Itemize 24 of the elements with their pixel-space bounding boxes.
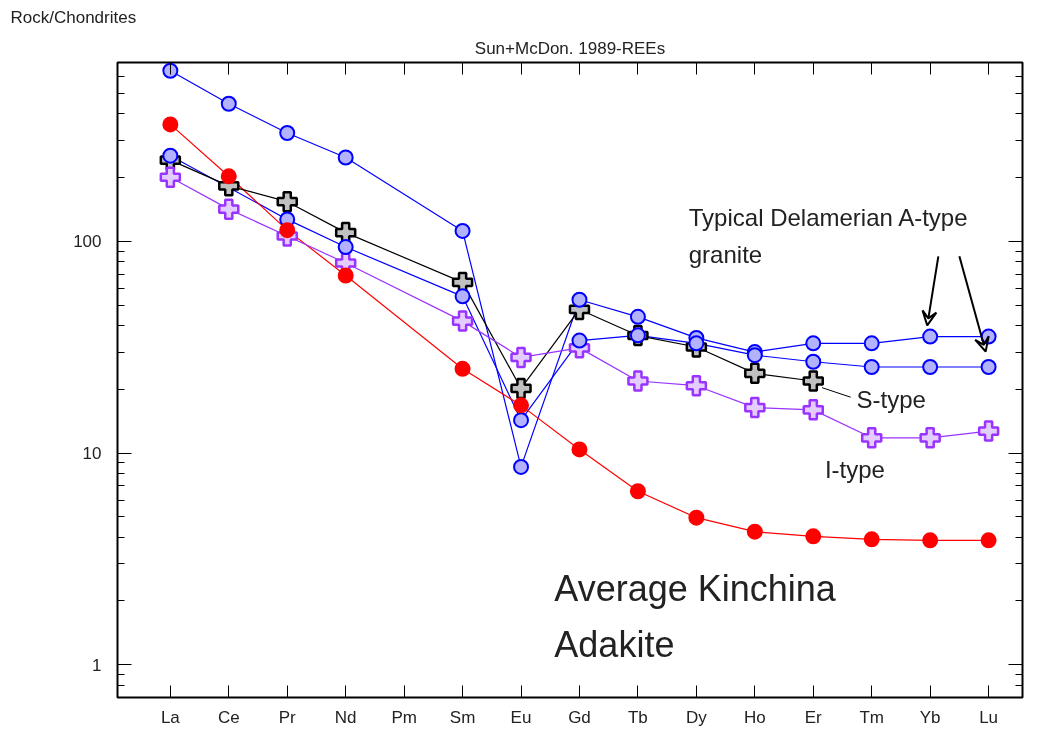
annotation: S-type — [856, 385, 926, 413]
y-axis-title: Rock/Chondrites — [10, 7, 137, 27]
y-tick-label: 10 — [82, 444, 102, 464]
y-tick-label: 1 — [92, 655, 102, 675]
x-tick-label: Tm — [859, 707, 884, 727]
x-tick-label: Pm — [391, 707, 417, 727]
chart-title: Sun+McDon. 1989-REEs — [474, 38, 666, 58]
x-tick-label: Gd — [568, 707, 591, 727]
annotation: I-type — [824, 455, 885, 483]
x-tick-label: Ho — [743, 707, 766, 727]
annotation: Typical Delamerian A-type granite — [688, 204, 968, 268]
x-tick-label: Sm — [449, 707, 476, 727]
y-tick-label: 100 — [73, 232, 102, 252]
x-tick-label: Er — [804, 707, 823, 727]
annotation: Average Kinchina Adakite — [554, 568, 837, 665]
x-tick-label: La — [160, 707, 181, 727]
x-tick-label: Dy — [685, 707, 708, 727]
x-tick-label: Yb — [919, 707, 941, 727]
x-tick-label: Tb — [628, 707, 648, 727]
x-tick-label: Eu — [510, 707, 532, 727]
x-tick-label: Lu — [979, 707, 999, 727]
x-tick-label: Ce — [217, 707, 240, 727]
x-tick-label: Nd — [334, 707, 357, 727]
x-tick-label: Pr — [278, 707, 297, 727]
